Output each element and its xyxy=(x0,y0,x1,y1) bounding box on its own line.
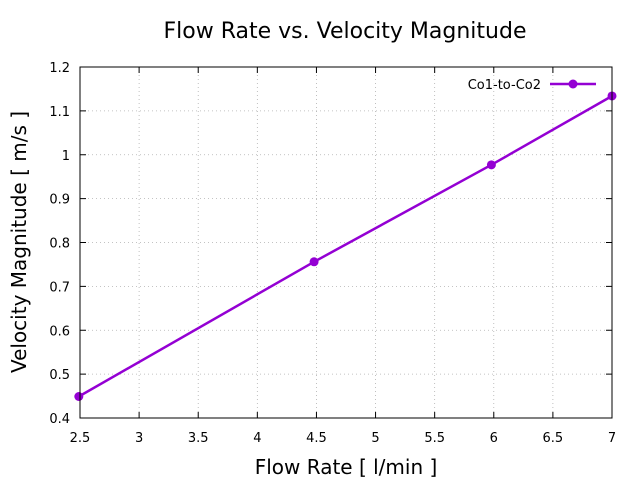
x-tick-label: 2.5 xyxy=(70,431,91,446)
grid xyxy=(80,67,612,418)
x-tick-label: 5.5 xyxy=(424,431,445,446)
data-point xyxy=(486,160,496,170)
x-tick-label: 3 xyxy=(135,431,143,446)
x-tick-label: 6.5 xyxy=(543,431,564,446)
y-tick-label: 0.4 xyxy=(49,412,70,427)
x-tick-label: 3.5 xyxy=(188,431,209,446)
x-tick-label: 4.5 xyxy=(306,431,327,446)
x-tick-label: 4 xyxy=(253,431,261,446)
x-tick-label: 7 xyxy=(608,431,616,446)
y-tick-label: 1 xyxy=(62,149,70,164)
legend-label: Co1-to-Co2 xyxy=(468,78,541,93)
data-point xyxy=(309,257,319,267)
y-tick-label: 1.2 xyxy=(49,61,70,76)
y-tick-label: 0.9 xyxy=(49,193,70,208)
series-line xyxy=(78,94,613,398)
legend-marker xyxy=(568,79,578,89)
y-tick-label: 0.5 xyxy=(49,368,70,383)
chart-title: Flow Rate vs. Velocity Magnitude xyxy=(164,19,527,44)
y-axis-title: Velocity Magnitude [ m/s ] xyxy=(7,111,31,373)
x-tick-label: 5 xyxy=(371,431,379,446)
y-tick-label: 0.8 xyxy=(49,237,70,252)
y-tick-label: 0.7 xyxy=(49,280,70,295)
legend: Co1-to-Co2 xyxy=(468,78,596,93)
y-tick-label: 0.6 xyxy=(49,324,70,339)
axis-ticks: 2.5 3 3.5 4 4.5 5 5.5 6 6.5 7 0.4 0.5 0.6 0.7 0.8 0.9 1 1… xyxy=(49,61,616,446)
data-point xyxy=(74,392,84,402)
y-tick-label: 1.1 xyxy=(49,105,70,120)
x-axis-title: Flow Rate [ l/min ] xyxy=(255,455,438,479)
x-tick-label: 6 xyxy=(490,431,498,446)
